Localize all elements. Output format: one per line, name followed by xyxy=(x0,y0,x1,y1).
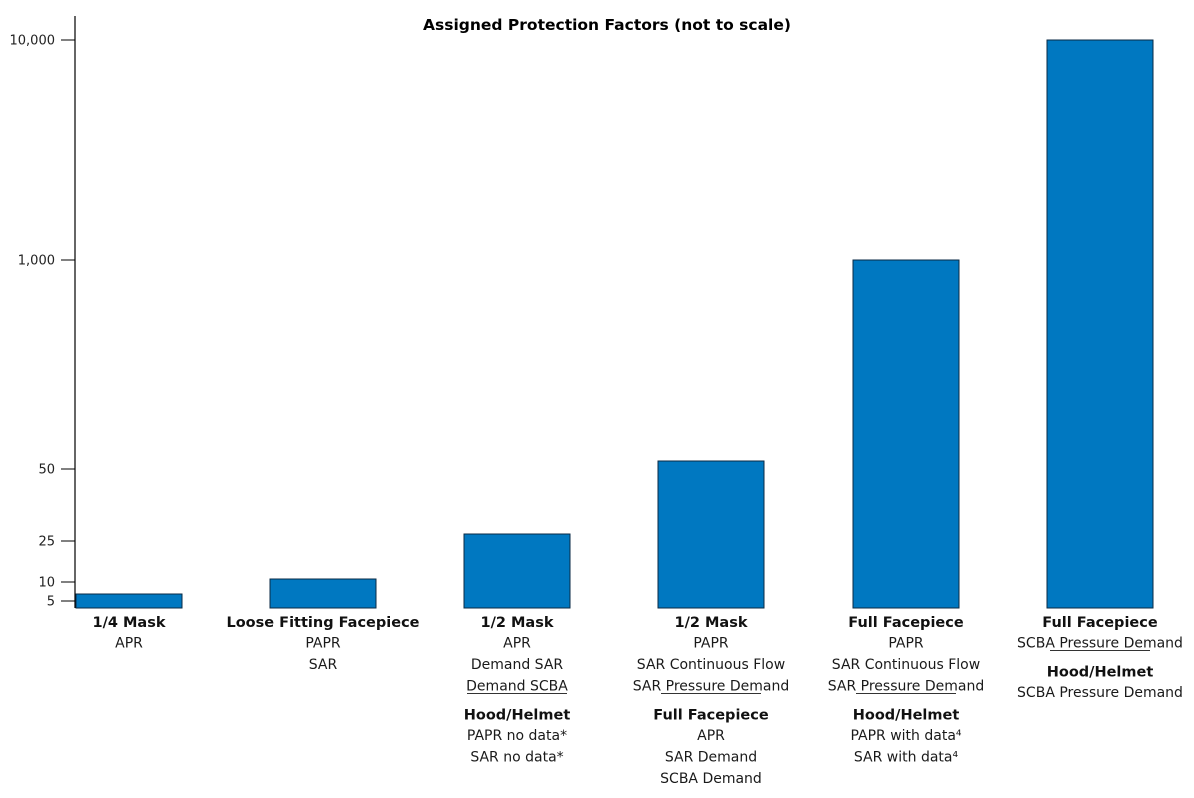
category-line: SCBA Pressure Demand xyxy=(1017,685,1183,701)
bar xyxy=(657,460,765,609)
y-tick-label: 50 xyxy=(38,463,55,478)
category-heading: Full Facepiece xyxy=(653,708,769,724)
chart-title: Assigned Protection Factors (not to scal… xyxy=(423,16,791,34)
category-line: SAR xyxy=(309,657,338,673)
category-labels: 1/4 Mask APR Loose Fitting Facepiece PAPR SA… xyxy=(92,615,1182,787)
category-line: Demand SCBA xyxy=(466,679,568,695)
category-line: SAR Demand xyxy=(665,750,757,766)
category-line: SAR Continuous Flow xyxy=(832,657,980,673)
category-heading: 1/4 Mask xyxy=(92,615,165,631)
category-line: PAPR xyxy=(693,636,729,652)
y-tick-label: 10 xyxy=(38,576,55,591)
category-line: SCBA Pressure Demand xyxy=(1017,636,1183,652)
category-heading: Loose Fitting Facepiece xyxy=(226,615,419,631)
category-heading: 1/2 Mask xyxy=(480,615,553,631)
category-heading: Hood/Helmet xyxy=(853,708,960,724)
category-line: SAR Continuous Flow xyxy=(637,657,785,673)
category-line: APR xyxy=(503,636,531,652)
category-line: PAPR xyxy=(305,636,341,652)
bar xyxy=(852,259,960,609)
category-line: APR xyxy=(697,728,725,744)
bar xyxy=(75,593,183,609)
category-line: SCBA Demand xyxy=(660,771,762,787)
category-line: PAPR no data* xyxy=(467,728,567,744)
y-axis: 5 10 25 50 1,000 10,000 xyxy=(10,16,76,610)
category-heading: Hood/Helmet xyxy=(464,708,571,724)
category-heading: Hood/Helmet xyxy=(1047,665,1154,681)
category-line: SAR Pressure Demand xyxy=(828,679,985,695)
y-tick-label: 1,000 xyxy=(18,254,55,269)
category-line: Demand SAR xyxy=(471,657,564,673)
category-line: SAR no data* xyxy=(470,750,563,766)
category-line: PAPR with data⁴ xyxy=(850,728,961,744)
y-tick-label: 5 xyxy=(47,595,55,610)
category-heading: Full Facepiece xyxy=(848,615,964,631)
bar xyxy=(1046,39,1154,609)
y-tick-label: 10,000 xyxy=(10,34,56,49)
y-tick-label: 25 xyxy=(38,535,55,550)
bar xyxy=(463,533,571,609)
category-line: SAR Pressure Demand xyxy=(633,679,790,695)
category-line: APR xyxy=(115,636,143,652)
bars xyxy=(75,39,1154,609)
category-heading: 1/2 Mask xyxy=(674,615,747,631)
bar xyxy=(269,578,377,609)
category-heading: Full Facepiece xyxy=(1042,615,1158,631)
category-line: PAPR xyxy=(888,636,924,652)
category-line: SAR with data⁴ xyxy=(854,750,959,766)
